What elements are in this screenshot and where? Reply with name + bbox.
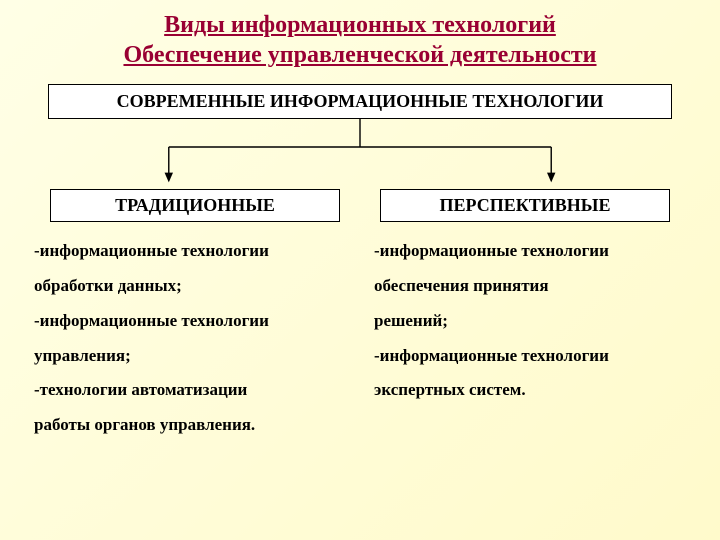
top-box: СОВРЕМЕННЫЕ ИНФОРМАЦИОННЫЕ ТЕХНОЛОГИИ (48, 84, 672, 119)
left-column: -информационные технологии обработки дан… (34, 234, 346, 443)
right-column: -информационные технологии обеспечения п… (374, 234, 686, 443)
right-column-text: -информационные технологии обеспечения п… (374, 234, 686, 408)
right-branch-box: ПЕРСПЕКТИВНЫЕ (380, 189, 670, 222)
branch-boxes-row: ТРАДИЦИОННЫЕ ПЕРСПЕКТИВНЫЕ (50, 189, 670, 222)
right-branch-label: ПЕРСПЕКТИВНЫЕ (440, 195, 611, 215)
left-branch-label: ТРАДИЦИОННЫЕ (115, 195, 275, 215)
title-line-2: Обеспечение управленческой деятельности (123, 42, 596, 68)
title-line-1: Виды информационных технологий (164, 12, 556, 38)
slide-content: Виды информационных технологий Обеспечен… (0, 0, 720, 443)
content-columns: -информационные технологии обработки дан… (34, 234, 686, 443)
left-branch-box: ТРАДИЦИОННЫЕ (50, 189, 340, 222)
left-column-text: -информационные технологии обработки дан… (34, 234, 346, 443)
slide-title: Виды информационных технологий Обеспечен… (28, 10, 692, 70)
top-box-label: СОВРЕМЕННЫЕ ИНФОРМАЦИОННЫЕ ТЕХНОЛОГИИ (117, 91, 604, 111)
connector-arrows (48, 119, 672, 189)
